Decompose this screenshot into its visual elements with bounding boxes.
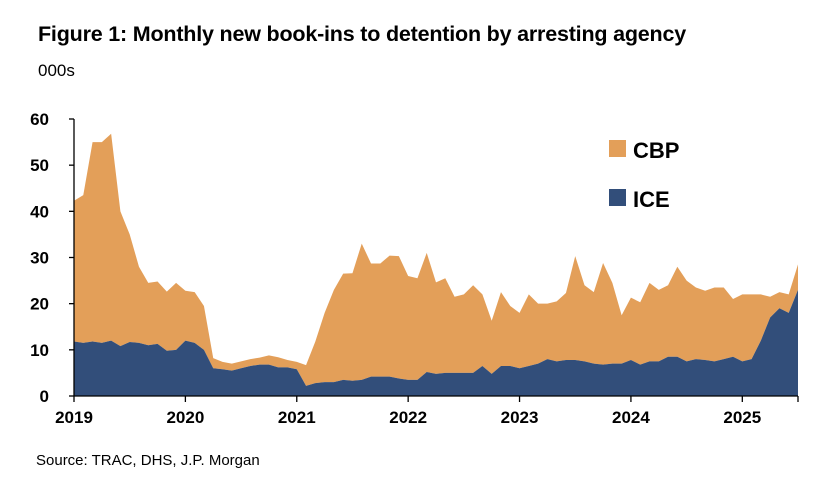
legend-label-ice: ICE: [633, 187, 670, 212]
legend-label-cbp: CBP: [633, 138, 679, 163]
chart-title: Figure 1: Monthly new book-ins to detent…: [38, 22, 686, 46]
area-cbp: [74, 133, 798, 386]
y-tick-label: 40: [30, 202, 49, 221]
x-tick-label: 2023: [501, 408, 539, 427]
legend-swatch-ice: [609, 189, 626, 206]
x-tick-label: 2019: [55, 408, 93, 427]
y-tick-label: 10: [30, 341, 49, 360]
x-tick-label: 2024: [612, 408, 650, 427]
legend-swatch-cbp: [609, 140, 626, 157]
y-tick-label: 50: [30, 156, 49, 175]
unit-label: 000s: [38, 61, 75, 80]
x-tick-label: 2025: [723, 408, 761, 427]
x-tick-label: 2022: [389, 408, 427, 427]
x-tick-label: 2020: [166, 408, 204, 427]
axes-layer: [69, 118, 799, 402]
area-ice: [74, 289, 798, 396]
tick-labels: 0 10 20 30 40 50 60 2019 2020 2021 2022 2023 2024 202…: [30, 110, 761, 427]
x-tick-label: 2021: [278, 408, 316, 427]
source-note: Source: TRAC, DHS, J.P. Morgan: [36, 452, 260, 469]
legend: CBP ICE: [609, 138, 679, 212]
y-tick-label: 0: [40, 387, 49, 406]
area-layer: [74, 133, 798, 396]
y-tick-label: 20: [30, 295, 49, 314]
y-tick-label: 30: [30, 249, 49, 268]
y-tick-label: 60: [30, 110, 49, 129]
